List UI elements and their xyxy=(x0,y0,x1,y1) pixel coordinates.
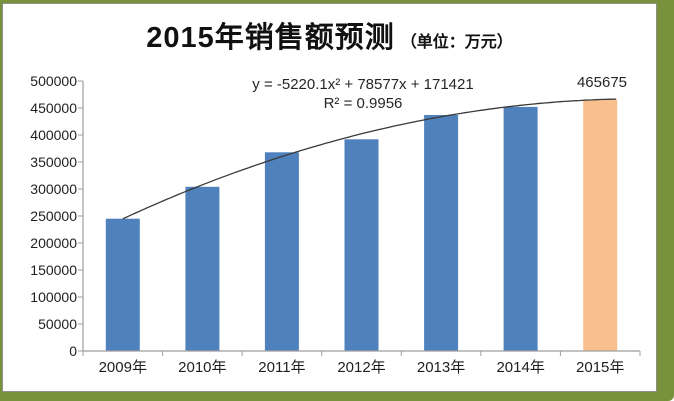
trendline-equation: y = -5220.1x² + 78577x + 171421 xyxy=(252,76,474,93)
bar-2015年 xyxy=(583,99,618,351)
x-axis-tick-label: 2014年 xyxy=(496,359,545,376)
trendline xyxy=(122,98,617,220)
bar-2010年 xyxy=(185,186,220,351)
trendline-annotation: y = -5220.1x² + 78577x + 171421 R² = 0.9… xyxy=(168,75,558,113)
x-axis-tick-label: 2010年 xyxy=(178,359,227,376)
data-label-2015: 465675 xyxy=(576,74,628,91)
chart-title-unit: （单位：万元） xyxy=(400,34,513,51)
y-axis-tick-label: 350000 xyxy=(30,154,77,170)
y-axis-tick-label: 300000 xyxy=(30,181,77,197)
chart-canvas: 2015年销售额预测 （单位：万元） y = -5220.1x² + 78577x… xyxy=(2,3,657,392)
x-axis-tick-label: 2009年 xyxy=(98,359,147,376)
bar-2014年 xyxy=(503,106,538,352)
x-axis-tick-label: 2011年 xyxy=(258,359,306,376)
chart-title-text: 2015年销售额预测 xyxy=(146,22,395,54)
bar-2011年 xyxy=(264,152,299,351)
chart-title: 2015年销售额预测 （单位：万元） xyxy=(3,14,656,56)
y-axis-tick-label: 400000 xyxy=(30,127,77,143)
y-axis-tick-label: 100000 xyxy=(30,289,77,305)
bar-2012年 xyxy=(344,139,379,351)
y-axis-tick-label: 200000 xyxy=(30,235,77,251)
y-axis-tick-label: 150000 xyxy=(30,262,77,278)
x-axis-tick-label: 2012年 xyxy=(337,359,386,376)
y-axis-tick-label: 500000 xyxy=(30,73,77,89)
x-axis-tick-label: 2015年 xyxy=(576,359,625,376)
y-axis-tick-label: 450000 xyxy=(30,100,77,116)
bar-2009年 xyxy=(105,218,140,351)
trendline-r-squared: R² = 0.9956 xyxy=(323,95,403,112)
bar-2013年 xyxy=(424,115,459,351)
y-axis-tick-label: 250000 xyxy=(30,208,77,224)
y-axis-tick-label: 50000 xyxy=(38,316,77,332)
plot-area xyxy=(78,80,641,356)
x-axis-tick-label: 2013年 xyxy=(416,359,466,376)
y-axis-tick-label: 0 xyxy=(69,343,77,359)
